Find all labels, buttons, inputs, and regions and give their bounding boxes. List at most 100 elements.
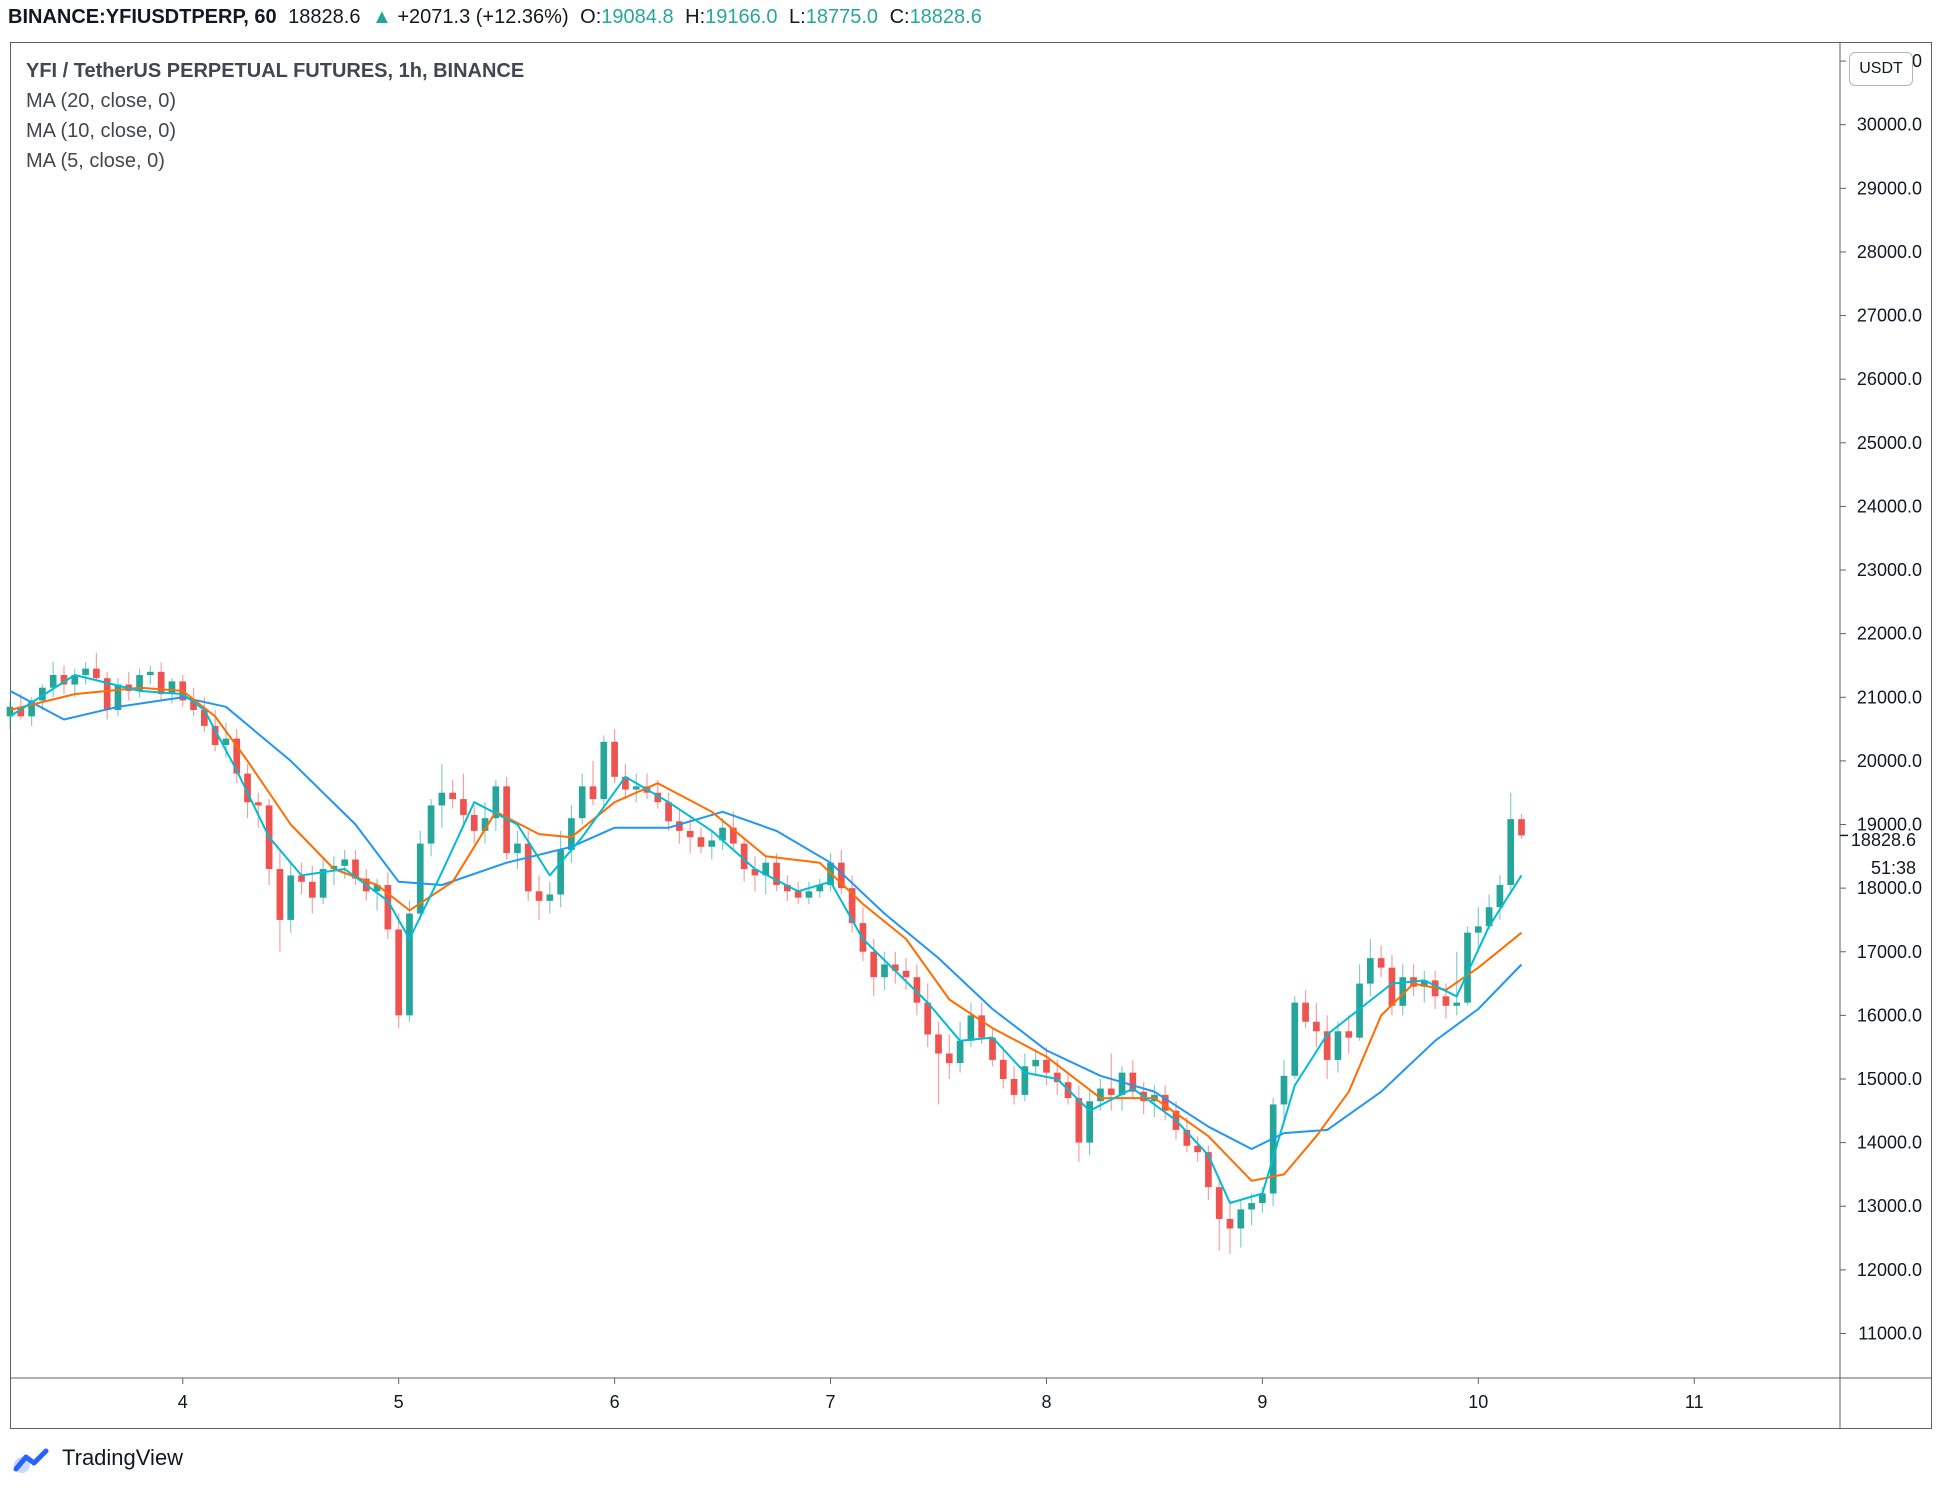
legend-ma5[interactable]: MA (5, close, 0) <box>26 150 165 172</box>
legend-ma10[interactable]: MA (10, close, 0) <box>26 120 177 142</box>
candle-body <box>1161 1094 1169 1111</box>
high-value: 19166.0 <box>705 6 778 28</box>
tradingview-logo[interactable]: TradingView <box>10 1440 183 1476</box>
candle <box>999 1047 1007 1089</box>
currency-unit-button[interactable]: USDT <box>1849 52 1913 86</box>
candle <box>956 1021 964 1073</box>
x-tick-label: 5 <box>394 1392 404 1412</box>
candle <box>416 830 424 920</box>
candle-body <box>395 929 403 1016</box>
y-tick-label: 24000.0 <box>1857 496 1922 516</box>
candle <box>1302 989 1309 1029</box>
close-value: 18828.6 <box>909 6 982 28</box>
candle <box>1485 894 1493 930</box>
candle <box>103 671 111 720</box>
candle-body <box>989 1037 996 1060</box>
candle <box>514 830 521 870</box>
candle <box>783 875 791 901</box>
candle-body <box>935 1034 942 1054</box>
candle-body <box>978 1015 986 1038</box>
candle <box>611 729 618 784</box>
candle <box>147 665 154 685</box>
candle-body <box>93 668 100 679</box>
candle <box>492 779 500 831</box>
candle-body <box>1129 1072 1137 1092</box>
candle <box>1226 1199 1234 1254</box>
y-tick-label: 13000.0 <box>1857 1196 1922 1216</box>
candle <box>287 862 295 933</box>
candle-body <box>1313 1021 1320 1032</box>
candle <box>1032 1050 1040 1076</box>
candle <box>460 773 467 828</box>
candle <box>665 792 672 831</box>
candle-body <box>665 802 672 822</box>
candle <box>373 878 381 911</box>
candle-body <box>1043 1059 1050 1073</box>
candle-body <box>924 1002 932 1035</box>
candle <box>6 700 14 730</box>
candle <box>557 830 564 908</box>
candle-body <box>837 862 845 889</box>
y-tick-label: 16000.0 <box>1857 1005 1922 1025</box>
candle-body <box>427 805 435 844</box>
candle-body <box>751 869 759 876</box>
chart-legend: YFI / TetherUS PERPETUAL FUTURES, 1h, BI… <box>26 56 524 176</box>
candle-body <box>103 678 111 710</box>
candle-body <box>1010 1078 1018 1095</box>
candle <box>805 881 813 905</box>
candle-body <box>287 875 295 920</box>
candle <box>945 1034 953 1079</box>
symbol-label[interactable]: BINANCE:YFIUSDTPERP, 60 <box>8 6 277 28</box>
candle-body <box>686 830 694 838</box>
y-tick-label: 18000.0 <box>1857 878 1922 898</box>
open-value: 19084.8 <box>601 6 674 28</box>
candle <box>1345 1015 1353 1054</box>
candle <box>1021 1053 1029 1102</box>
candle-body <box>740 843 748 870</box>
candle-body <box>168 681 176 695</box>
candle <box>384 872 392 940</box>
candle-body <box>1453 1002 1461 1006</box>
candle <box>265 799 273 885</box>
candle <box>39 684 46 710</box>
candle <box>578 773 586 825</box>
candle-body <box>190 700 197 710</box>
candle <box>773 853 780 892</box>
candle-body <box>1280 1075 1288 1105</box>
candle <box>794 881 802 905</box>
candle <box>233 729 241 784</box>
current-price-label: 18828.6 51:38 <box>1836 826 1916 882</box>
candle-body <box>1388 967 1396 1006</box>
candle <box>438 764 446 828</box>
candle <box>1086 1091 1093 1156</box>
candle <box>406 900 413 1022</box>
candle <box>1507 792 1515 895</box>
candle-body <box>200 710 208 726</box>
candle-body <box>1097 1088 1104 1102</box>
candle <box>1075 1085 1083 1162</box>
candle <box>1474 907 1482 952</box>
open-label: O: <box>580 6 602 28</box>
candle-body <box>783 884 791 892</box>
y-tick-label: 15000.0 <box>1857 1069 1922 1089</box>
candle-body <box>1118 1072 1126 1095</box>
candle <box>1129 1059 1137 1099</box>
candle <box>276 849 284 952</box>
candle-body <box>945 1053 953 1064</box>
legend-ma20[interactable]: MA (20, close, 0) <box>26 90 177 112</box>
y-tick-label: 23000.0 <box>1857 560 1922 580</box>
candle-body <box>524 843 532 892</box>
candle <box>93 652 100 682</box>
y-tick-label: 25000.0 <box>1857 433 1922 453</box>
candle-body <box>1420 980 1428 987</box>
candle <box>816 878 824 898</box>
candle <box>1431 970 1439 1010</box>
candle-body <box>1367 958 1374 984</box>
candle-body <box>136 675 143 691</box>
candle <box>1043 1047 1050 1086</box>
candle-body <box>805 891 813 898</box>
current-price-value: 18828.6 <box>1850 830 1916 850</box>
candle <box>1237 1199 1245 1248</box>
candle-body <box>1107 1088 1115 1095</box>
